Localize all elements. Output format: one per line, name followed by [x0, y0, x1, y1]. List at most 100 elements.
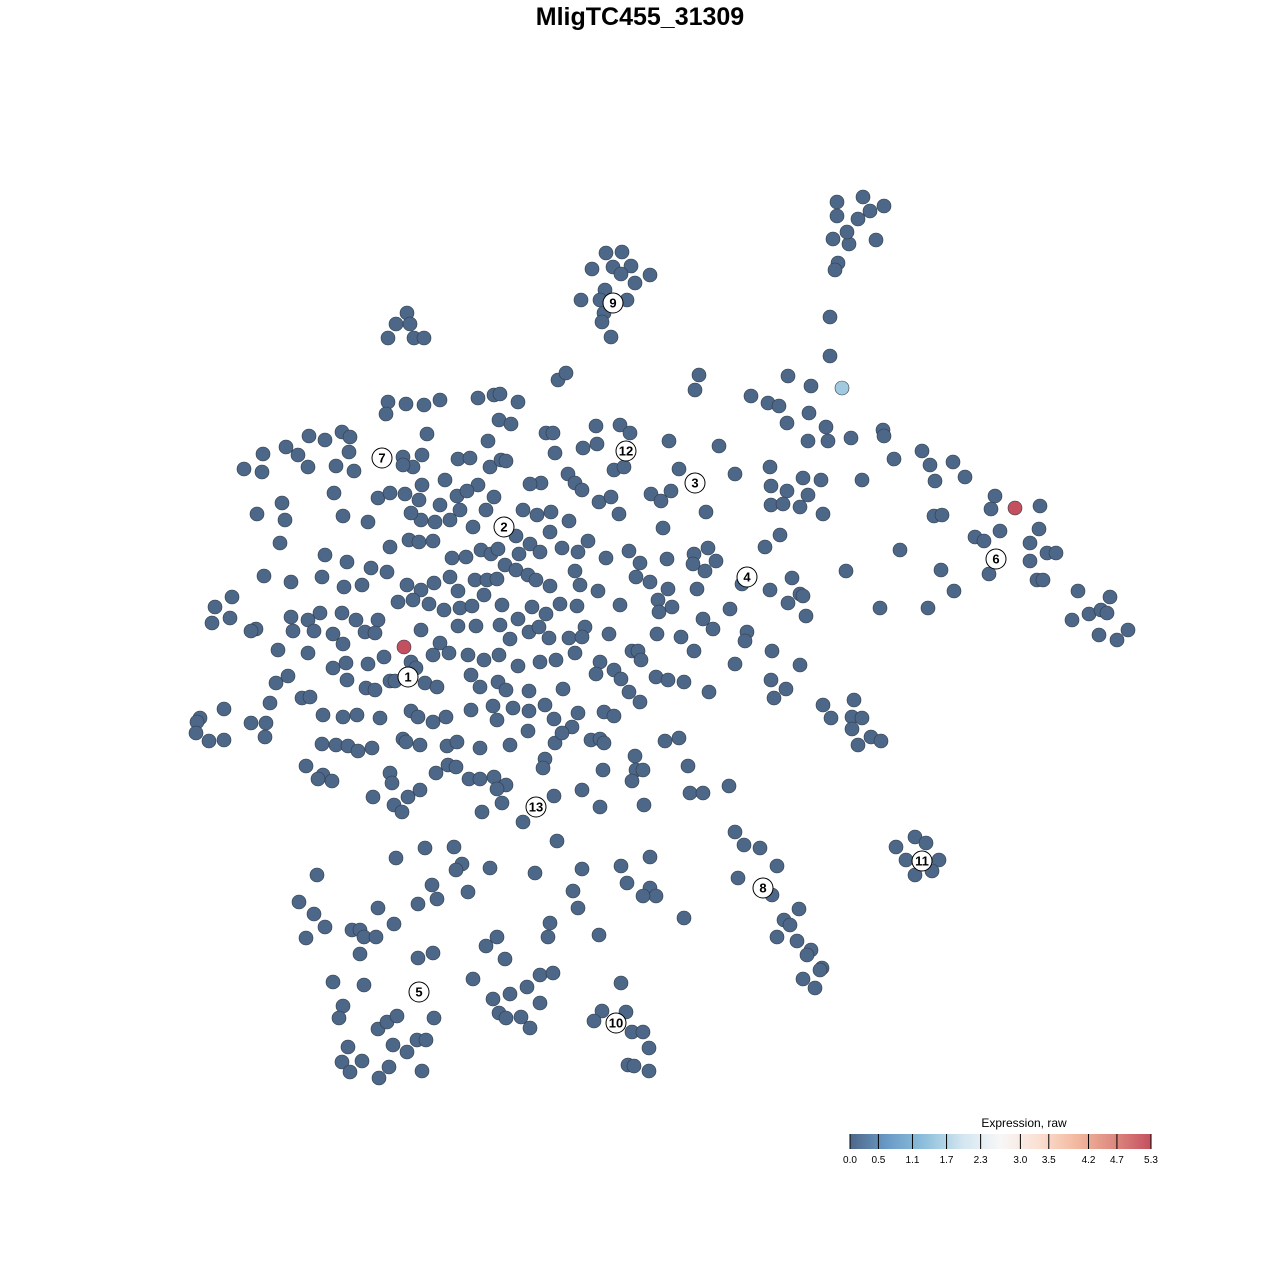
- data-point: [558, 365, 574, 381]
- data-point: [927, 473, 943, 489]
- data-point: [510, 658, 526, 674]
- data-point: [356, 977, 372, 993]
- data-point: [542, 524, 558, 540]
- cluster-label: 13: [525, 796, 547, 818]
- data-point: [395, 457, 411, 473]
- data-point: [224, 589, 240, 605]
- data-point: [611, 506, 627, 522]
- data-point: [535, 760, 551, 776]
- data-point: [385, 1037, 401, 1053]
- data-point: [380, 394, 396, 410]
- data-point: [850, 737, 866, 753]
- data-point: [575, 440, 591, 456]
- data-point: [584, 261, 600, 277]
- data-point: [920, 600, 936, 616]
- cluster-label: 8: [752, 877, 774, 899]
- data-point: [354, 1053, 370, 1069]
- data-point: [680, 758, 696, 774]
- cluster-label-badge: [752, 877, 774, 899]
- data-point: [379, 564, 395, 580]
- data-point: [254, 464, 270, 480]
- data-point: [494, 597, 510, 613]
- data-point: [280, 668, 296, 684]
- cluster-label: 7: [371, 447, 393, 469]
- data-point: [695, 785, 711, 801]
- data-point: [661, 433, 677, 449]
- data-point: [1032, 498, 1048, 514]
- data-point: [743, 388, 759, 404]
- data-point: [522, 476, 538, 492]
- data-point: [698, 504, 714, 520]
- data-point: [769, 929, 785, 945]
- data-point: [502, 986, 518, 1002]
- data-point: [671, 730, 687, 746]
- data-point: [779, 415, 795, 431]
- data-point: [537, 697, 553, 713]
- data-point: [763, 478, 779, 494]
- data-point: [532, 967, 548, 983]
- data-point: [464, 598, 480, 614]
- data-point: [792, 499, 808, 515]
- colorbar-tick-label: 2.3: [974, 1155, 988, 1166]
- data-point: [542, 578, 558, 594]
- data-point: [592, 799, 608, 815]
- data-point: [325, 626, 341, 642]
- data-point: [642, 574, 658, 590]
- data-point: [623, 258, 639, 274]
- cluster-label-text: 12: [619, 444, 633, 459]
- data-point: [262, 695, 278, 711]
- data-point: [549, 833, 565, 849]
- data-point: [460, 647, 476, 663]
- colorbar-tick-label: 3.0: [1013, 1155, 1027, 1166]
- data-point: [627, 748, 643, 764]
- data-point: [854, 472, 870, 488]
- data-point: [1120, 622, 1136, 638]
- data-point: [314, 736, 330, 752]
- data-point: [933, 562, 949, 578]
- data-point: [612, 597, 628, 613]
- data-point: [800, 487, 816, 503]
- data-point: [412, 782, 428, 798]
- data-point: [529, 507, 545, 523]
- data-point: [400, 789, 416, 805]
- data-point: [653, 493, 669, 509]
- data-point: [381, 1059, 397, 1075]
- data-point: [489, 781, 505, 797]
- data-point: [437, 472, 453, 488]
- data-point: [339, 554, 355, 570]
- data-point: [389, 1008, 405, 1024]
- data-point: [850, 211, 866, 227]
- data-point: [841, 236, 857, 252]
- data-point: [655, 520, 671, 536]
- data-point: [372, 710, 388, 726]
- data-point: [838, 563, 854, 579]
- data-point: [421, 596, 437, 612]
- data-point: [367, 682, 383, 698]
- data-point: [413, 582, 429, 598]
- data-point: [510, 611, 526, 627]
- data-point: [335, 636, 351, 652]
- data-point: [843, 430, 859, 446]
- data-point: [737, 633, 753, 649]
- data-point: [405, 592, 421, 608]
- data-point: [822, 348, 838, 364]
- data-point: [306, 906, 322, 922]
- data-point: [660, 672, 676, 688]
- data-point: [515, 502, 531, 518]
- data-point: [380, 330, 396, 346]
- data-point: [432, 392, 448, 408]
- data-point: [339, 672, 355, 688]
- data-point: [846, 692, 862, 708]
- data-point: [463, 702, 479, 718]
- cluster-label-text: 7: [378, 451, 385, 466]
- data-point: [491, 647, 507, 663]
- data-point: [616, 459, 632, 475]
- data-point: [476, 587, 492, 603]
- data-point: [697, 563, 713, 579]
- data-point: [522, 536, 538, 552]
- data-point: [621, 543, 637, 559]
- data-point: [494, 795, 510, 811]
- data-point: [258, 715, 274, 731]
- data-point: [580, 533, 596, 549]
